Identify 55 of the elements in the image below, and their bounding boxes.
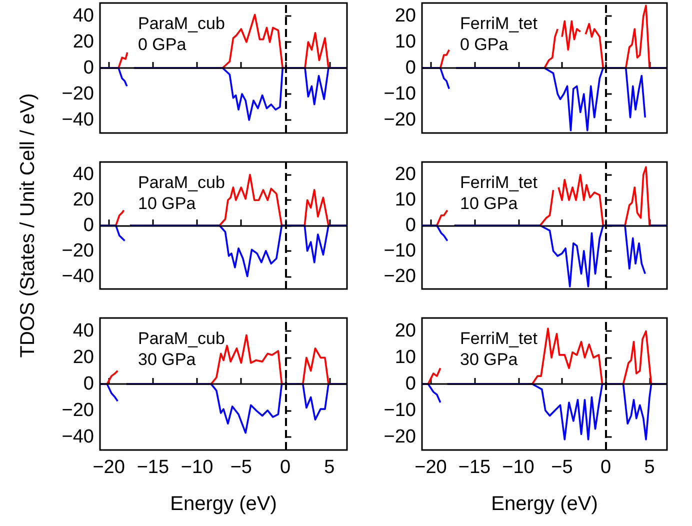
annotation: ParaM_cub (138, 14, 225, 33)
y-tick-label: 0 (83, 215, 94, 236)
annotation: 0 GPa (138, 35, 187, 54)
x-axis-title: Energy (eV) (491, 493, 598, 515)
y-tick-label: 0 (405, 58, 416, 78)
y-tick-label: −40 (62, 426, 94, 448)
annotation: FerriM_tet (460, 14, 538, 33)
y-tick-label: 10 (394, 32, 416, 52)
x-tick-label: 0 (600, 457, 612, 478)
y-axis-title: TDOS (States / Unit Cell / eV) (17, 93, 39, 358)
y-tick-label: 0 (405, 215, 416, 236)
y-tick-label: 10 (394, 347, 416, 368)
y-tick-label: −10 (384, 400, 416, 421)
y-tick-label: 40 (72, 6, 94, 26)
y-tick-label: −20 (62, 240, 94, 262)
y-tick-label: −10 (384, 240, 416, 262)
annotation: FerriM_tet (460, 173, 538, 192)
annotation: 10 GPa (460, 194, 518, 213)
y-tick-label: 20 (72, 32, 94, 52)
y-tick-label: −20 (384, 426, 416, 448)
annotation: 0 GPa (460, 35, 509, 54)
x-tick-label: −15 (458, 457, 491, 478)
x-tick-label: −5 (551, 457, 573, 478)
y-tick-label: 0 (83, 374, 94, 394)
y-tick-label: 10 (394, 190, 416, 211)
x-tick-label: −15 (136, 457, 170, 478)
y-tick-label: 20 (72, 190, 94, 211)
x-tick-label: 5 (324, 457, 335, 478)
y-tick-label: 20 (72, 347, 94, 368)
y-tick-label: 20 (394, 164, 416, 186)
y-tick-label: 0 (405, 374, 416, 394)
x-tick-label: −10 (502, 457, 534, 478)
y-tick-label: −20 (62, 84, 94, 104)
x-tick-label: 0 (280, 457, 291, 478)
annotation: ParaM_cub (138, 173, 225, 192)
y-tick-label: −40 (62, 110, 94, 130)
annotation: 30 GPa (138, 350, 196, 369)
y-tick-label: 20 (394, 320, 416, 342)
x-tick-label: −5 (230, 457, 252, 478)
y-tick-label: 40 (72, 320, 94, 342)
y-tick-label: −40 (62, 266, 94, 287)
x-tick-label: −10 (180, 457, 214, 478)
y-tick-label: −10 (384, 84, 416, 104)
annotation: 30 GPa (460, 350, 518, 369)
x-axis-title: Energy (eV) (170, 493, 277, 515)
annotation: 10 GPa (138, 194, 196, 213)
y-tick-label: 0 (83, 58, 94, 78)
y-tick-label: −20 (62, 400, 94, 421)
annotation: ParaM_cub (138, 329, 225, 348)
y-tick-label: −20 (384, 110, 416, 130)
x-tick-label: 5 (644, 457, 655, 478)
y-tick-label: 20 (394, 6, 416, 26)
y-tick-label: 40 (72, 164, 94, 186)
annotation: FerriM_tet (460, 329, 538, 348)
y-tick-label: −20 (384, 266, 416, 287)
